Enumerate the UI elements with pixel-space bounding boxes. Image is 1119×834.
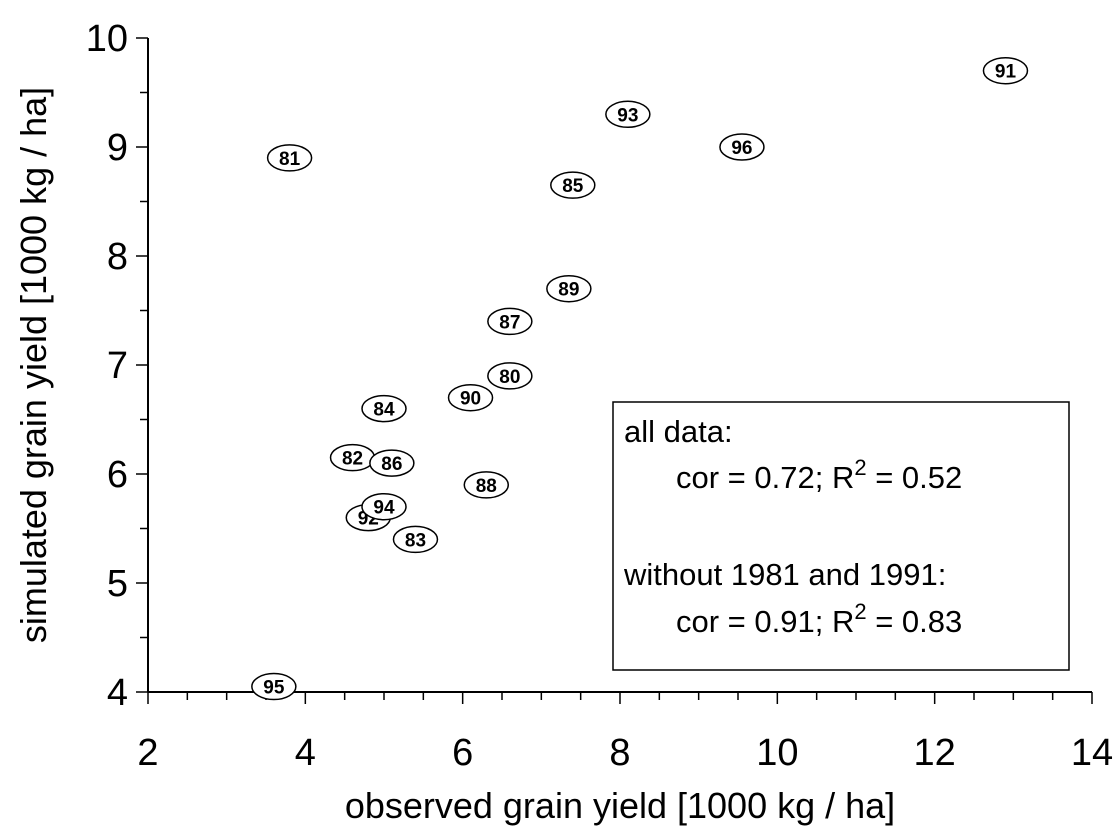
data-point: 83 [392, 525, 439, 554]
x-tick-label: 6 [452, 732, 473, 774]
data-point: 84 [361, 394, 407, 423]
x-tick-label: 8 [609, 732, 630, 774]
point-label: 85 [562, 176, 584, 197]
stats-all-data-heading: all data: [624, 414, 733, 449]
point-marker [463, 471, 510, 499]
point-label: 80 [499, 367, 520, 388]
point-label: 90 [460, 389, 481, 410]
stats-all-data-suffix: = 0.52 [867, 460, 963, 495]
stats-all-data-prefix: cor = 0.72; R [676, 460, 854, 495]
point-label: 81 [279, 149, 301, 170]
point-label: 82 [342, 449, 363, 470]
stats-subset-sup: 2 [854, 599, 866, 624]
stats-all-data-sup: 2 [854, 455, 866, 480]
data-point: 88 [463, 471, 510, 499]
stats-annotation-box: all data: cor = 0.72; R2 = 0.52 without … [612, 401, 1070, 671]
y-tick-label: 6 [107, 454, 128, 496]
data-point: 90 [447, 383, 494, 412]
point-label: 91 [995, 62, 1017, 83]
data-point: 91 [982, 56, 1029, 85]
data-point: 93 [605, 100, 651, 129]
point-label: 83 [405, 530, 426, 551]
data-point: 87 [487, 307, 533, 336]
x-axis-title: observed grain yield [1000 kg / ha] [345, 785, 895, 826]
y-tick-label: 7 [107, 345, 128, 387]
point-marker [361, 394, 407, 423]
point-label: 89 [558, 280, 579, 301]
point-marker [487, 307, 533, 336]
stats-subset-heading: without 1981 and 1991: [623, 557, 946, 592]
data-point: 95 [251, 672, 297, 701]
y-tick-label: 4 [107, 672, 128, 714]
point-marker [369, 449, 415, 477]
stats-all-data-values: cor = 0.72; R2 = 0.52 [676, 455, 962, 495]
point-marker [251, 672, 297, 701]
x-tick-label: 12 [914, 732, 956, 774]
stats-subset-suffix: = 0.83 [867, 604, 963, 639]
point-label: 87 [499, 312, 520, 333]
stats-box-frame [612, 401, 1070, 671]
point-marker [719, 133, 765, 161]
point-marker [605, 100, 651, 129]
y-tick-label: 8 [107, 236, 128, 278]
point-label: 94 [373, 498, 395, 519]
point-marker [392, 525, 439, 554]
stats-subset-values: cor = 0.91; R2 = 0.83 [676, 599, 962, 639]
data-point: 81 [266, 144, 313, 172]
point-marker [266, 144, 313, 172]
x-tick-label: 14 [1071, 732, 1113, 774]
point-label: 86 [381, 454, 402, 475]
x-tick-label: 4 [295, 732, 316, 774]
point-marker [361, 492, 407, 521]
point-marker [447, 383, 494, 412]
point-label: 95 [263, 678, 285, 699]
point-marker [550, 171, 596, 199]
point-marker [487, 362, 533, 390]
data-point: 85 [550, 171, 596, 199]
y-tick-label: 9 [107, 127, 128, 169]
data-point: 82 [329, 443, 376, 472]
y-tick-label: 5 [107, 563, 128, 605]
point-marker [546, 274, 592, 303]
stats-subset-prefix: cor = 0.91; R [676, 604, 854, 639]
x-tick-label: 2 [137, 732, 158, 774]
data-point: 80 [487, 362, 533, 390]
data-point: 96 [719, 133, 765, 161]
point-label: 96 [731, 138, 752, 159]
point-label: 84 [373, 400, 395, 421]
data-point: 86 [369, 449, 415, 477]
point-label: 93 [617, 105, 638, 126]
y-axis-title: simulated grain yield [1000 kg / ha] [13, 87, 54, 643]
x-tick-label: 10 [756, 732, 798, 774]
point-label: 88 [476, 476, 497, 497]
data-point: 89 [546, 274, 592, 303]
data-point: 94 [361, 492, 407, 521]
y-tick-label: 10 [86, 18, 128, 60]
point-marker [982, 56, 1029, 85]
